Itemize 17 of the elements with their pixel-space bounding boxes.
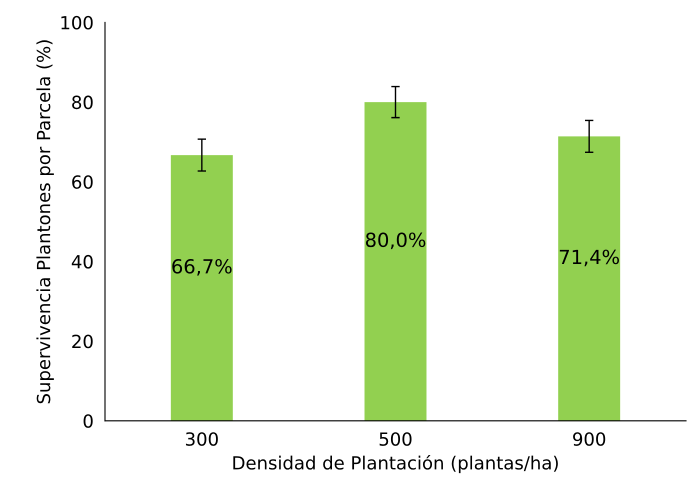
y-tick-label: 40 [72,254,93,269]
bar [364,102,426,421]
y-tick-label: 20 [72,334,93,348]
data-label: 71,4% [560,250,619,266]
y-axis-title: Supervivencia Plantones por Parcela (%) [36,40,54,404]
bar [170,155,233,421]
data-label: 66,7% [172,258,232,276]
y-tick-label: 60 [72,175,93,189]
x-tick-label: 300 [186,432,218,446]
x-axis-title: Densidad de Plantación (plantas/ha) [233,454,558,474]
y-tick-label: 80 [72,96,93,110]
y-tick-label: 0 [84,414,93,428]
data-label: 80,0% [366,232,426,250]
y-tick-label: 100 [61,16,93,30]
x-tick-label: 500 [380,432,412,446]
x-tick-label: 900 [573,432,606,446]
bar [558,136,620,421]
